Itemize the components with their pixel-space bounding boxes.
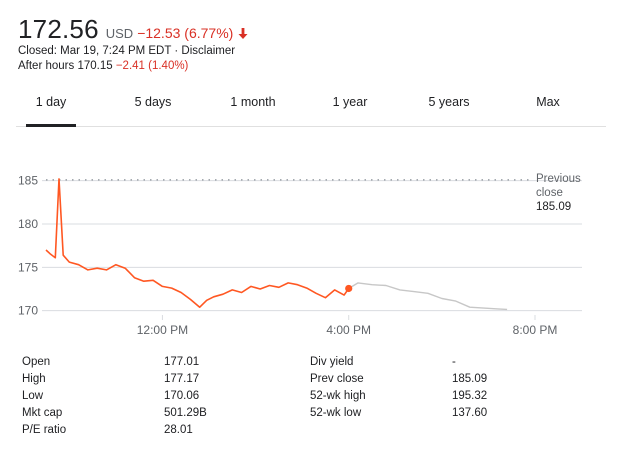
closed-info: Closed: Mar 19, 7:24 PM EDT · Disclaimer (18, 45, 236, 57)
after-hours-info: After hours 170.15 −2.41 (1.40%) (18, 59, 618, 74)
after-hours-line (348, 282, 508, 311)
tab-1-day[interactable]: 1 day (26, 88, 76, 127)
previous-close-label: close (536, 187, 563, 199)
price-chart-svg: 170 175 180 185 12:00 PM 4:00 PM 8:00 PM Previo… (18, 173, 582, 337)
stat-value: 501.29B (164, 407, 207, 419)
price-line (45, 178, 350, 308)
stat-value: 195.32 (452, 390, 488, 402)
currency-code: USD (105, 26, 134, 41)
previous-close-value: 185.09 (536, 201, 571, 213)
stat-label: Open (22, 356, 51, 368)
y-tick-label: 185 (18, 174, 38, 188)
after-hours-change: −2.41 (1.40%) (115, 60, 189, 72)
stat-value: 137.60 (452, 407, 488, 419)
y-tick-label: 170 (18, 304, 38, 318)
x-tick-label: 4:00 PM (326, 323, 371, 337)
price-change: −12.53 (6.77%) (137, 25, 234, 41)
stat-value: 177.17 (164, 373, 200, 385)
tab-5-years[interactable]: 5 years (428, 95, 470, 109)
current-price: 172.56 (18, 14, 99, 44)
stat-value: 170.06 (164, 390, 200, 402)
stat-label: Low (22, 390, 44, 402)
after-hours-price: After hours 170.15 (18, 60, 113, 72)
arrow-down-icon (238, 26, 248, 39)
stat-label: High (22, 373, 46, 385)
quote-header: 172.56 USD −12.53 (6.77%) Closed: Mar 19… (18, 14, 618, 74)
previous-close-label: Previous (536, 173, 581, 185)
stat-label: Mkt cap (22, 407, 63, 419)
stat-label: 52-wk low (310, 407, 362, 419)
stat-label: P/E ratio (22, 424, 67, 436)
price-row: 172.56 USD −12.53 (6.77%) (18, 14, 618, 44)
stat-value: 28.01 (164, 424, 193, 436)
price-chart[interactable]: 170 175 180 185 12:00 PM 4:00 PM 8:00 PM Previo… (0, 150, 630, 350)
range-tabs: 1 day 5 days 1 month 1 year 5 years Max (16, 88, 606, 127)
stat-value: - (452, 356, 456, 368)
stat-label: Prev close (310, 373, 364, 385)
stat-value: 185.09 (452, 373, 488, 385)
stat-label: Div yield (310, 356, 354, 368)
y-tick-label: 180 (18, 217, 38, 231)
tab-1-year[interactable]: 1 year (332, 95, 368, 109)
x-tick-label: 12:00 PM (137, 323, 188, 337)
close-marker (345, 284, 353, 293)
stat-label: 52-wk high (310, 390, 366, 402)
tab-max[interactable]: Max (536, 95, 560, 109)
tab-5-days[interactable]: 5 days (134, 95, 172, 109)
y-tick-label: 175 (18, 260, 38, 274)
stat-value: 177.01 (164, 356, 200, 368)
x-tick-label: 8:00 PM (513, 323, 558, 337)
tab-1-month[interactable]: 1 month (230, 95, 276, 109)
